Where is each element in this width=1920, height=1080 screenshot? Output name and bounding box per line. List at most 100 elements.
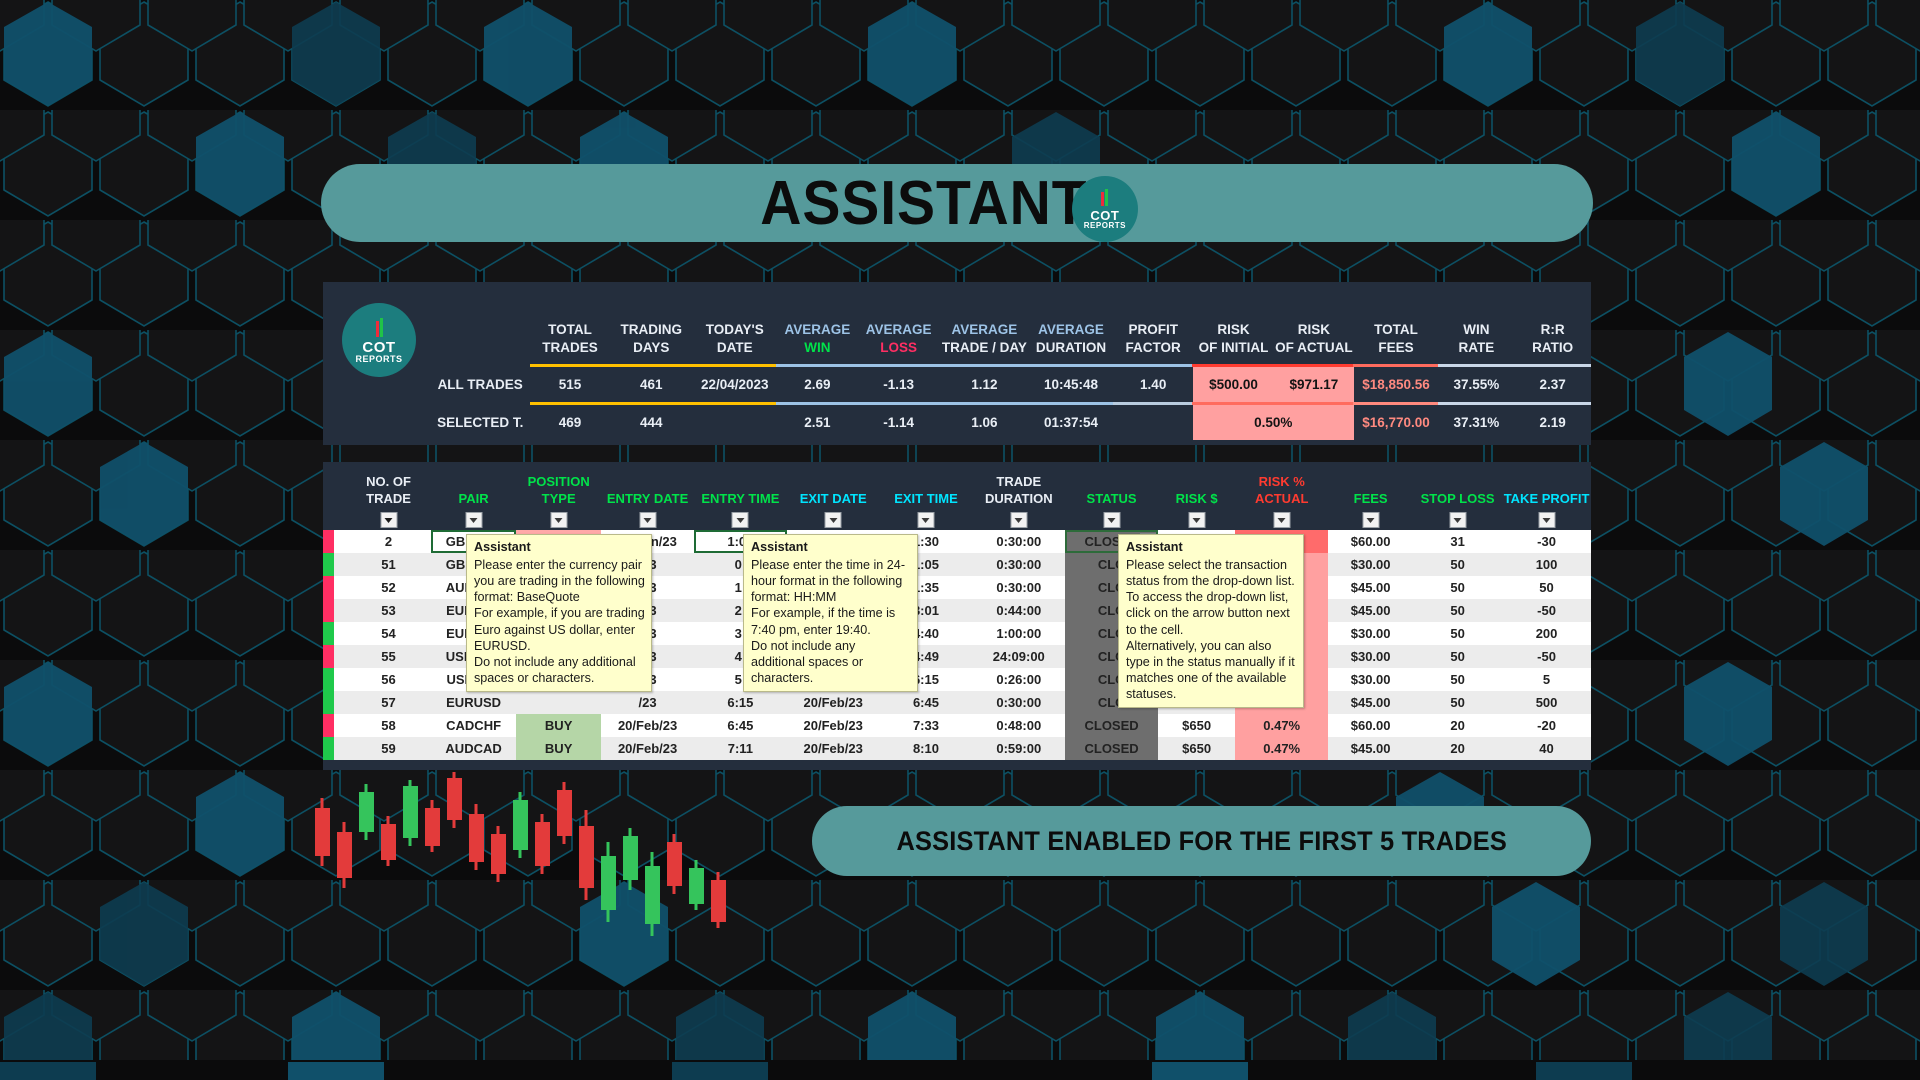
cell-pair[interactable]: EURUSD (431, 691, 517, 714)
cell-trade-duration[interactable]: 0:30:00 (972, 576, 1066, 599)
cell-trade-duration[interactable]: 0:30:00 (972, 691, 1066, 714)
cell-risk-pct[interactable]: 0.47% (1235, 714, 1329, 737)
cell-exit-time[interactable]: 6:45 (879, 691, 973, 714)
cell-take-profit[interactable]: 500 (1502, 691, 1591, 714)
cell-stop-loss[interactable]: 20 (1413, 737, 1503, 760)
cell-take-profit[interactable]: 50 (1502, 576, 1591, 599)
cell-take-profit[interactable]: -50 (1502, 645, 1591, 668)
cell-entry-time[interactable]: 6:15 (693, 691, 787, 714)
cell-no-of-trade[interactable]: 56 (346, 668, 432, 691)
cell-stop-loss[interactable]: 50 (1413, 645, 1503, 668)
cell-fees[interactable]: $30.00 (1328, 622, 1414, 645)
cell-fees[interactable]: $60.00 (1328, 530, 1414, 553)
cell-stop-loss[interactable]: 50 (1413, 691, 1503, 714)
cell-no-of-trade[interactable]: 51 (346, 553, 432, 576)
cell-exit-time[interactable]: 7:33 (879, 714, 973, 737)
filter-button-exit-time[interactable] (917, 512, 935, 528)
cell-take-profit[interactable]: 200 (1502, 622, 1591, 645)
cell-take-profit[interactable]: -20 (1502, 714, 1591, 737)
cell-take-profit[interactable]: -50 (1502, 599, 1591, 622)
cell-fees[interactable]: $45.00 (1328, 576, 1414, 599)
cell-stop-loss[interactable]: 20 (1413, 714, 1503, 737)
cell-no-of-trade[interactable]: 59 (346, 737, 432, 760)
cell-position-type[interactable]: BUY (516, 714, 602, 737)
cell-entry-date[interactable]: /23 (601, 691, 694, 714)
row-status-marker (323, 576, 334, 599)
cell-trade-duration[interactable]: 1:00:00 (972, 622, 1066, 645)
tooltip-body: Please select the transaction status fro… (1126, 558, 1295, 701)
stats-header-win-rate: WIN RATE (1458, 322, 1495, 356)
cell-stop-loss[interactable]: 31 (1413, 530, 1503, 553)
cell-exit-date[interactable]: 20/Feb/23 (786, 691, 880, 714)
filter-button-entry-time[interactable] (731, 512, 749, 528)
filter-button-entry-date[interactable] (639, 512, 657, 528)
filter-button-status[interactable] (1103, 512, 1121, 528)
cell-status[interactable]: CLOSED (1065, 737, 1158, 760)
cell-no-of-trade[interactable]: 55 (346, 645, 432, 668)
stats-header-risk-of-actual: RISK OF ACTUAL (1275, 322, 1353, 356)
cell-stop-loss[interactable]: 50 (1413, 668, 1503, 691)
cell-exit-date[interactable]: 20/Feb/23 (786, 737, 880, 760)
cell-no-of-trade[interactable]: 52 (346, 576, 432, 599)
cell-entry-date[interactable]: 20/Feb/23 (601, 737, 694, 760)
cell-take-profit[interactable]: 100 (1502, 553, 1591, 576)
stats-row-label: SELECTED T. (437, 414, 524, 430)
cell-stop-loss[interactable]: 50 (1413, 599, 1503, 622)
cell-take-profit[interactable]: 40 (1502, 737, 1591, 760)
cell-trade-duration[interactable]: 0:44:00 (972, 599, 1066, 622)
table-row[interactable]: 59 AUDCAD BUY 20/Feb/23 7:11 20/Feb/23 8:10 0:5… (323, 737, 1591, 760)
filter-button-exit-date[interactable] (824, 512, 842, 528)
cell-trade-duration[interactable]: 0:26:00 (972, 668, 1066, 691)
filter-button-fees[interactable] (1362, 512, 1380, 528)
stats-header-total-trades: TOTAL TRADES (542, 322, 598, 356)
cell-risk-dollar[interactable]: $650 (1157, 714, 1236, 737)
table-row[interactable]: 58 CADCHF BUY 20/Feb/23 6:45 20/Feb/23 7:33 0:4… (323, 714, 1591, 737)
filter-button-position-type[interactable] (550, 512, 568, 528)
cell-fees[interactable]: $60.00 (1328, 714, 1414, 737)
cell-fees[interactable]: $30.00 (1328, 668, 1414, 691)
filter-button-trade-duration[interactable] (1010, 512, 1028, 528)
cell-no-of-trade[interactable]: 53 (346, 599, 432, 622)
cell-fees[interactable]: $30.00 (1328, 645, 1414, 668)
cell-fees[interactable]: $45.00 (1328, 737, 1414, 760)
cell-entry-date[interactable]: 20/Feb/23 (601, 714, 694, 737)
stats-value-rr-ratio: 2.19 (1539, 414, 1566, 430)
table-row[interactable]: 57 EURUSD/23 6:15 20/Feb/23 6:45 0:30:00 CLO $4… (323, 691, 1591, 714)
cell-stop-loss[interactable]: 50 (1413, 622, 1503, 645)
cell-position-type[interactable] (516, 691, 602, 714)
entry-time-tooltip: Assistant Please enter the time in 24-ho… (743, 534, 918, 692)
filter-button-pair[interactable] (465, 512, 483, 528)
cell-stop-loss[interactable]: 50 (1413, 553, 1503, 576)
cell-trade-duration[interactable]: 0:30:00 (972, 530, 1066, 553)
cell-no-of-trade[interactable]: 57 (346, 691, 432, 714)
cell-trade-duration[interactable]: 0:48:00 (972, 714, 1066, 737)
filter-button-no-of-trade[interactable] (380, 512, 398, 528)
filter-button-take-profit[interactable] (1538, 512, 1556, 528)
cell-stop-loss[interactable]: 50 (1413, 576, 1503, 599)
cell-exit-date[interactable]: 20/Feb/23 (786, 714, 880, 737)
cell-no-of-trade[interactable]: 58 (346, 714, 432, 737)
cell-no-of-trade[interactable]: 54 (346, 622, 432, 645)
cell-trade-duration[interactable]: 0:59:00 (972, 737, 1066, 760)
cell-entry-time[interactable]: 7:11 (693, 737, 787, 760)
cell-entry-time[interactable]: 6:45 (693, 714, 787, 737)
cell-pair[interactable]: AUDCAD (431, 737, 517, 760)
cell-position-type[interactable]: BUY (516, 737, 602, 760)
cell-fees[interactable]: $30.00 (1328, 553, 1414, 576)
cell-risk-dollar[interactable]: $650 (1157, 737, 1236, 760)
cell-exit-time[interactable]: 8:10 (879, 737, 973, 760)
cell-fees[interactable]: $45.00 (1328, 691, 1414, 714)
cell-take-profit[interactable]: 5 (1502, 668, 1591, 691)
cell-trade-duration[interactable]: 0:30:00 (972, 553, 1066, 576)
cell-risk-pct[interactable]: 0.47% (1235, 737, 1329, 760)
filter-button-stop-loss[interactable] (1449, 512, 1467, 528)
page-title-banner: ASSISTANT COT REPORTS (321, 164, 1593, 242)
cell-trade-duration[interactable]: 24:09:00 (972, 645, 1066, 668)
filter-button-risk-pct[interactable] (1273, 512, 1291, 528)
cell-take-profit[interactable]: -30 (1502, 530, 1591, 553)
filter-button-risk-dollar[interactable] (1188, 512, 1206, 528)
cell-status[interactable]: CLOSED (1065, 714, 1158, 737)
cell-no-of-trade[interactable]: 2 (346, 530, 432, 553)
cell-pair[interactable]: CADCHF (431, 714, 517, 737)
cell-fees[interactable]: $45.00 (1328, 599, 1414, 622)
